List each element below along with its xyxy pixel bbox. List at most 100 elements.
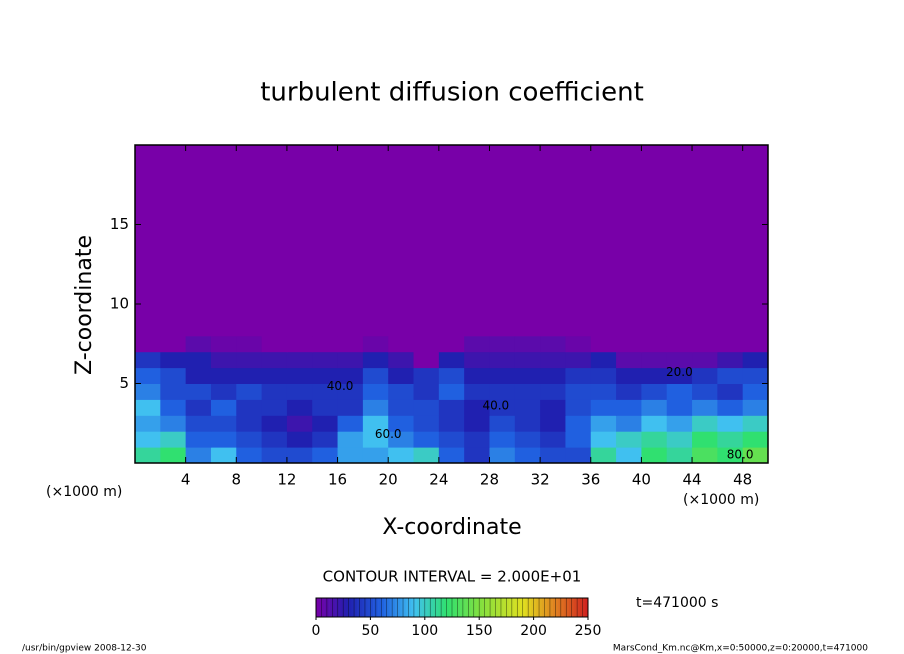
colorbar-segment [462, 598, 466, 617]
colorbar-segment [432, 598, 436, 617]
y-tick-label: 5 [119, 374, 129, 392]
cell [666, 335, 693, 353]
time-label: t=471000 s [636, 595, 718, 611]
colorbar-segment [525, 598, 529, 617]
cell [438, 335, 465, 353]
cell [489, 399, 516, 416]
colorbar-segment [446, 598, 450, 617]
cell [261, 399, 288, 416]
cell [666, 447, 693, 464]
cell [413, 383, 440, 400]
cell [616, 367, 642, 384]
cell [185, 367, 212, 384]
cell [362, 351, 389, 369]
cell [565, 335, 592, 353]
cell [312, 383, 339, 400]
cell [160, 399, 187, 416]
cell [742, 367, 769, 384]
cell [236, 399, 263, 416]
cell [135, 367, 161, 384]
cell [692, 447, 718, 464]
colorbar-segment [400, 598, 404, 617]
colorbar-frame [315, 597, 589, 618]
colorbar-segment [340, 598, 344, 617]
colorbar-segment [547, 598, 551, 617]
cell [236, 447, 263, 464]
colorbar-segment [326, 598, 330, 617]
cell [261, 367, 288, 384]
cell [312, 367, 339, 384]
cell [286, 431, 313, 448]
contour-label: 40.0 [327, 379, 354, 393]
colorbar-segment [419, 598, 423, 617]
colorbar-segment [373, 598, 377, 617]
cell [337, 145, 364, 337]
cell [717, 383, 744, 400]
x-axis-label: X-coordinate [382, 515, 521, 540]
cell [514, 351, 541, 369]
cell [362, 447, 389, 464]
footer-left: /usr/bin/gpview 2008-12-30 [22, 644, 147, 654]
cell [210, 383, 237, 400]
cell [261, 431, 288, 448]
colorbar-segment [392, 598, 396, 617]
colorbar-segment [364, 598, 368, 617]
y-tick-label: 10 [110, 295, 129, 313]
cell [717, 367, 744, 384]
colorbar-segment [397, 598, 401, 617]
colorbar-segment [324, 598, 328, 617]
x-unit-label: (×1000 m) [683, 492, 759, 508]
colorbar-tick-label: 250 [575, 623, 602, 639]
colorbar-segment [362, 598, 366, 617]
colorbar-segment [452, 598, 456, 617]
colorbar-segment [560, 598, 564, 617]
cell [742, 145, 769, 337]
cell [692, 145, 718, 337]
colorbar-tick-label: 200 [520, 623, 547, 639]
cell [666, 399, 693, 416]
cell [135, 415, 161, 432]
cell [185, 415, 212, 432]
cell [413, 145, 440, 337]
x-tick-label: 48 [733, 471, 752, 489]
cell [236, 431, 263, 448]
cell [590, 145, 617, 337]
colorbar-segment [389, 598, 393, 617]
cell [337, 383, 364, 400]
cell [413, 335, 440, 353]
colorbar-segment [530, 598, 534, 617]
colorbar-segment [359, 598, 363, 617]
cell [540, 415, 566, 432]
cell [464, 367, 490, 384]
cell [388, 145, 415, 337]
colorbar-segment [487, 598, 491, 617]
cell [160, 335, 187, 353]
cell [362, 383, 389, 400]
colorbar-segment [522, 598, 526, 617]
cell [185, 335, 212, 353]
cell [489, 145, 516, 337]
cell [616, 415, 642, 432]
cell [210, 367, 237, 384]
cell [565, 383, 592, 400]
cell [616, 399, 642, 416]
cell [641, 383, 668, 400]
colorbar-segment [416, 598, 420, 617]
colorbar-segment [430, 598, 434, 617]
cell [337, 431, 364, 448]
cell [717, 399, 744, 416]
colorbar-segment [552, 598, 556, 617]
cell [337, 367, 364, 384]
cell [261, 447, 288, 464]
contour-label: 20.0 [666, 365, 693, 379]
colorbar-segment [555, 598, 559, 617]
y-tick-label: 15 [110, 215, 129, 233]
colorbar-segment [427, 598, 431, 617]
x-tick-label: 24 [429, 471, 448, 489]
cell [540, 399, 566, 416]
contour-label: 80.0 [727, 448, 754, 462]
colorbar-segment [520, 598, 524, 617]
cell [464, 351, 490, 369]
cell [135, 383, 161, 400]
colorbar-segment [574, 598, 578, 617]
